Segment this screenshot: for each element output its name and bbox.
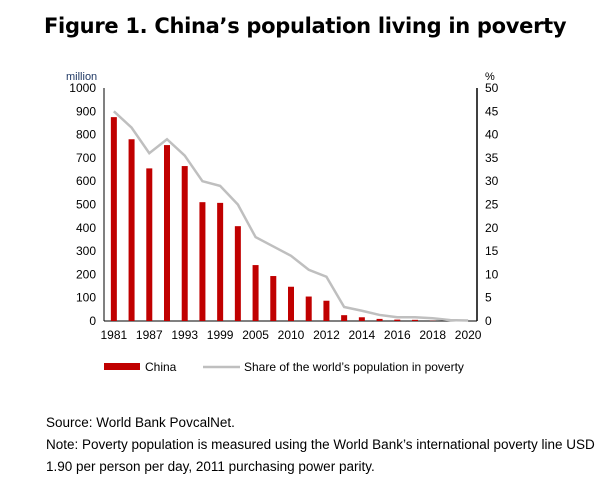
bar-1984 [128, 139, 135, 321]
chart-title: Figure 1. China’s population living in p… [44, 14, 567, 38]
left-tick-label: 400 [76, 221, 96, 235]
left-tick-label: 600 [76, 174, 96, 188]
right-tick-label: 25 [485, 198, 499, 212]
right-tick-label: 35 [485, 151, 499, 165]
left-axis-label: million [66, 71, 97, 83]
legend-china-label: China [145, 360, 177, 374]
right-tick-label: 10 [485, 267, 499, 281]
right-tick-label: 15 [485, 244, 499, 258]
left-tick-label: 1000 [69, 81, 96, 95]
bar-1993 [181, 166, 188, 321]
right-tick-label: 20 [485, 221, 499, 235]
x-tick-label: 2018 [419, 328, 446, 342]
bar-2015 [376, 318, 383, 321]
x-tick-label: 2016 [384, 328, 411, 342]
bar-2016 [394, 319, 401, 321]
source-note: Source: World Bank PovcalNet. [46, 415, 235, 430]
bar-2005 [252, 265, 259, 321]
bar-2017 [412, 319, 418, 321]
bar-2011 [305, 296, 312, 321]
bar-2014 [358, 317, 365, 321]
left-tick-label: 900 [76, 104, 96, 118]
legend-china-swatch [104, 363, 140, 370]
left-tick-label: 800 [76, 128, 96, 142]
bar-2008 [270, 276, 277, 321]
bar-1987 [146, 168, 153, 321]
x-tick-label: 2014 [349, 328, 376, 342]
bar-2013 [341, 315, 348, 321]
x-tick-label: 2020 [455, 328, 482, 342]
right-tick-label: 5 [485, 291, 492, 305]
right-tick-label: 40 [485, 128, 499, 142]
bar-1981 [110, 117, 117, 321]
left-tick-label: 0 [89, 314, 96, 328]
bar-2010 [288, 286, 294, 321]
left-tick-label: 100 [76, 291, 96, 305]
share-line [113, 110, 469, 322]
left-tick-label: 700 [76, 151, 96, 165]
x-tick-label: 1999 [207, 328, 234, 342]
chart: million %01002003004005006007008009001000… [66, 71, 499, 374]
x-tick-label: 1987 [136, 328, 163, 342]
bar-1996 [199, 202, 206, 321]
x-tick-label: 2010 [278, 328, 305, 342]
x-tick-label: 1981 [101, 328, 128, 342]
right-axis-label: % [485, 71, 495, 83]
x-tick-label: 2005 [242, 328, 269, 342]
footnote: Note: Poverty population is measured usi… [46, 437, 595, 474]
left-tick-label: 200 [76, 267, 96, 281]
x-tick-label: 2012 [313, 328, 340, 342]
bar-1999 [217, 202, 224, 321]
right-tick-label: 50 [485, 81, 499, 95]
legend-share-label: Share of the world’s population in pover… [244, 360, 464, 374]
right-tick-label: 0 [485, 314, 492, 328]
left-tick-label: 500 [76, 198, 96, 212]
bar-2012 [323, 300, 330, 321]
bar-1990 [164, 145, 170, 321]
bar-2002 [234, 226, 241, 321]
x-tick-label: 1993 [171, 328, 198, 342]
right-tick-label: 45 [485, 104, 499, 118]
left-tick-label: 300 [76, 244, 96, 258]
right-tick-label: 30 [485, 174, 499, 188]
